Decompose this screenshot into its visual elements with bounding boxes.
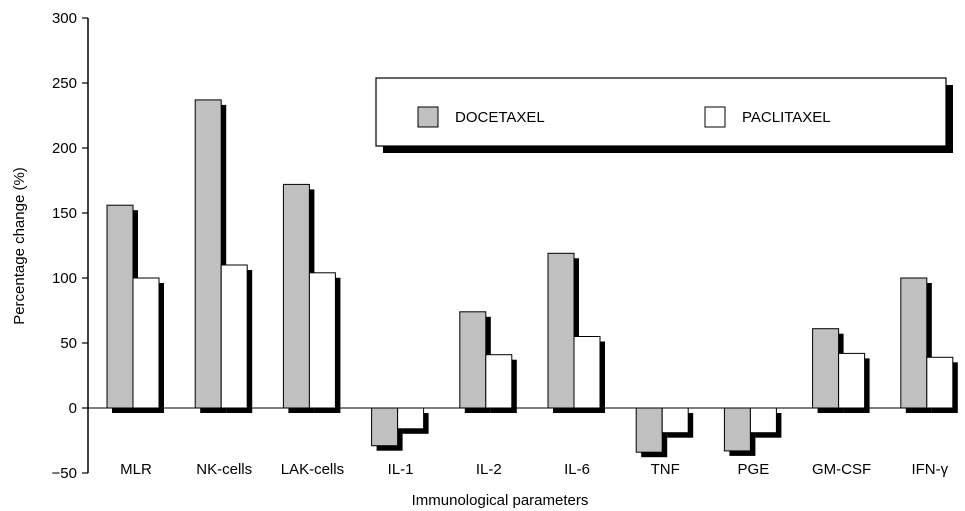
bar-paclitaxel [838, 352, 866, 409]
bar-docetaxel [547, 252, 575, 409]
bar-docetaxel [194, 99, 222, 409]
x-category-label: IL-2 [476, 461, 502, 478]
x-category-label: LAK-cells [281, 461, 344, 478]
y-tick-label: 100 [52, 270, 77, 287]
legend-swatch-paclitaxel [704, 106, 726, 128]
bar-paclitaxel [220, 264, 248, 409]
bar-docetaxel [635, 407, 663, 453]
bar-paclitaxel [573, 336, 601, 409]
x-category-label: IL-6 [564, 461, 590, 478]
y-tick-label: −50 [52, 465, 77, 482]
x-category-labels: MLR NK-cells LAK-cells IL-1 IL-2 IL-6 TNF PGE GM… [120, 461, 948, 478]
x-category-label: NK-cells [196, 461, 252, 478]
bar-paclitaxel [926, 356, 954, 409]
bar-docetaxel [900, 277, 928, 409]
y-axis-title: Percentage change (%) [11, 167, 28, 325]
bar-paclitaxel [397, 407, 425, 430]
legend: DOCETAXEL PACLITAXEL [375, 77, 953, 153]
bar-paclitaxel [661, 407, 689, 434]
bar-docetaxel [459, 311, 487, 409]
legend-box [375, 77, 947, 147]
x-category-label: GM-CSF [812, 461, 871, 478]
y-tick-label: 200 [52, 140, 77, 157]
x-axis-title: Immunological parameters [412, 492, 589, 509]
bar-docetaxel [723, 407, 751, 452]
y-ticks: 300 250 200 150 100 50 0 −50 [52, 10, 88, 482]
y-tick-label: 300 [52, 10, 77, 27]
legend-swatch-docetaxel [417, 106, 439, 128]
y-tick-label: 150 [52, 205, 77, 222]
bars-layer [106, 99, 958, 458]
bar-paclitaxel [749, 407, 777, 434]
bar-docetaxel [106, 204, 134, 409]
x-category-label: IL-1 [388, 461, 414, 478]
y-tick-label: 50 [60, 335, 77, 352]
x-category-label: PGE [738, 461, 770, 478]
bar-paclitaxel [132, 277, 160, 409]
legend-label-paclitaxel: PACLITAXEL [742, 109, 831, 126]
y-tick-label: 250 [52, 75, 77, 92]
legend-label-docetaxel: DOCETAXEL [455, 109, 545, 126]
axis-layer [87, 18, 950, 473]
bar-paclitaxel [308, 272, 336, 409]
bar-docetaxel [282, 183, 310, 409]
x-category-label: TNF [651, 461, 680, 478]
bar-docetaxel [812, 328, 840, 409]
bar-docetaxel [371, 407, 399, 447]
x-category-label: IFN-γ [911, 461, 948, 478]
x-category-label: MLR [120, 461, 152, 478]
bar-paclitaxel [485, 354, 513, 409]
y-tick-label: 0 [69, 400, 77, 417]
